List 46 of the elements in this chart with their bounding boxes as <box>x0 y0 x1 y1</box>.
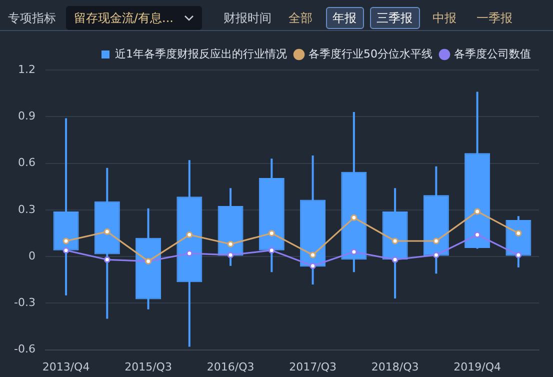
legend-label: 近1年各季度财报反应出的行业情况 <box>115 47 288 60</box>
x-tick-label: 2013/Q4 <box>42 360 90 374</box>
x-tick-label: 2018/Q3 <box>371 360 419 374</box>
y-tick-label: -0.3 <box>14 296 36 310</box>
point <box>474 208 481 215</box>
point <box>350 214 358 221</box>
point <box>186 250 193 257</box>
x-tick-label: 2019/Q4 <box>454 360 501 374</box>
point <box>515 230 522 236</box>
x-tick-label: 2016/Q3 <box>206 360 254 374</box>
y-tick-label: 1.2 <box>18 62 36 76</box>
point <box>62 247 70 254</box>
point <box>104 228 110 235</box>
text: 一季报 <box>476 10 514 27</box>
point <box>392 256 398 263</box>
point <box>186 232 193 238</box>
y-tick-label: 0.9 <box>18 109 36 122</box>
y-tick-label: 0 <box>28 249 36 262</box>
text: 财报时间 <box>224 10 272 26</box>
point <box>310 252 316 258</box>
y-tick-label: 0.3 <box>18 202 36 216</box>
text: 专项指标 <box>8 10 56 26</box>
y-tick-label: 0.6 <box>18 156 36 170</box>
point <box>104 256 110 263</box>
point <box>392 238 398 244</box>
x-tick-label: 2017/Q3 <box>289 360 336 374</box>
point <box>227 240 234 248</box>
y-tick-label: -0.6 <box>14 342 36 356</box>
point <box>432 252 440 258</box>
legend-label: 各季度行业50分位水平线 <box>308 47 433 60</box>
text: 全部 <box>288 10 314 27</box>
legend-label: 各季度公司数值 <box>454 47 531 60</box>
point <box>474 232 481 238</box>
point <box>268 230 275 236</box>
text: 留存现金流/有息... <box>74 10 174 26</box>
text: 年报 <box>326 7 364 29</box>
point <box>350 248 358 256</box>
point <box>515 252 522 258</box>
point <box>432 238 440 244</box>
point <box>310 262 316 270</box>
point <box>268 247 275 254</box>
text: 三季报 <box>370 7 420 29</box>
x-tick-label: 2015/Q3 <box>124 360 172 374</box>
text: 中报 <box>432 10 458 27</box>
point <box>227 252 234 258</box>
point <box>62 238 70 244</box>
